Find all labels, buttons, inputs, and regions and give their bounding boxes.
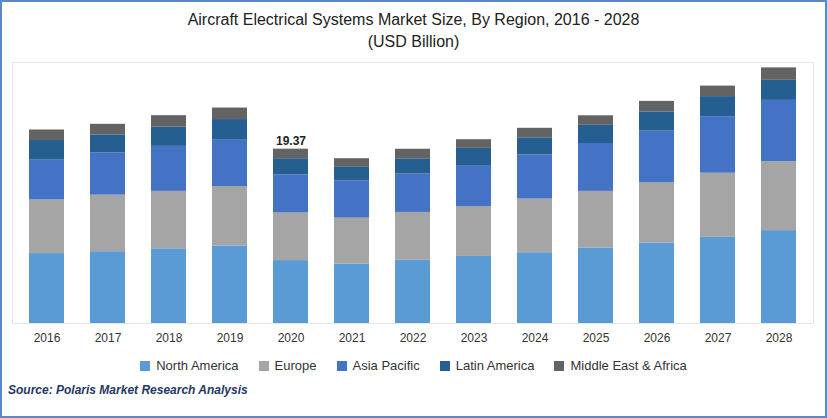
html-text:Asia Pacific: Asia Pacific bbox=[352, 357, 420, 373]
svg-text:2017: 2017 bbox=[95, 331, 122, 345]
svg-text:2024: 2024 bbox=[522, 331, 549, 345]
svg-text:2022: 2022 bbox=[400, 331, 427, 345]
html-text:Aircraft Electrical Systems Ma: Aircraft Electrical Systems Market Size,… bbox=[187, 11, 640, 28]
svg-text:2018: 2018 bbox=[156, 331, 183, 345]
html-text:Europe: Europe bbox=[274, 357, 317, 373]
svg-text:2025: 2025 bbox=[583, 331, 610, 345]
svg-text:19.37: 19.37 bbox=[276, 134, 306, 148]
html-text:North America: North America bbox=[156, 357, 239, 373]
svg-text:2027: 2027 bbox=[705, 331, 732, 345]
html-text:Middle East & Africa: Middle East & Africa bbox=[570, 357, 687, 373]
svg-text:2020: 2020 bbox=[278, 331, 305, 345]
html-text:Source: Polaris Market Researc: Source: Polaris Market Research Analysis bbox=[8, 383, 248, 397]
svg-text:2016: 2016 bbox=[34, 331, 61, 345]
html-text:(USD Billion): (USD Billion) bbox=[367, 33, 460, 50]
svg-text:2028: 2028 bbox=[766, 331, 793, 345]
svg-text:2019: 2019 bbox=[217, 331, 244, 345]
svg-text:2026: 2026 bbox=[644, 331, 671, 345]
html-text:Latin America: Latin America bbox=[455, 357, 535, 373]
svg-text:2021: 2021 bbox=[339, 331, 366, 345]
svg-text:2023: 2023 bbox=[461, 331, 488, 345]
